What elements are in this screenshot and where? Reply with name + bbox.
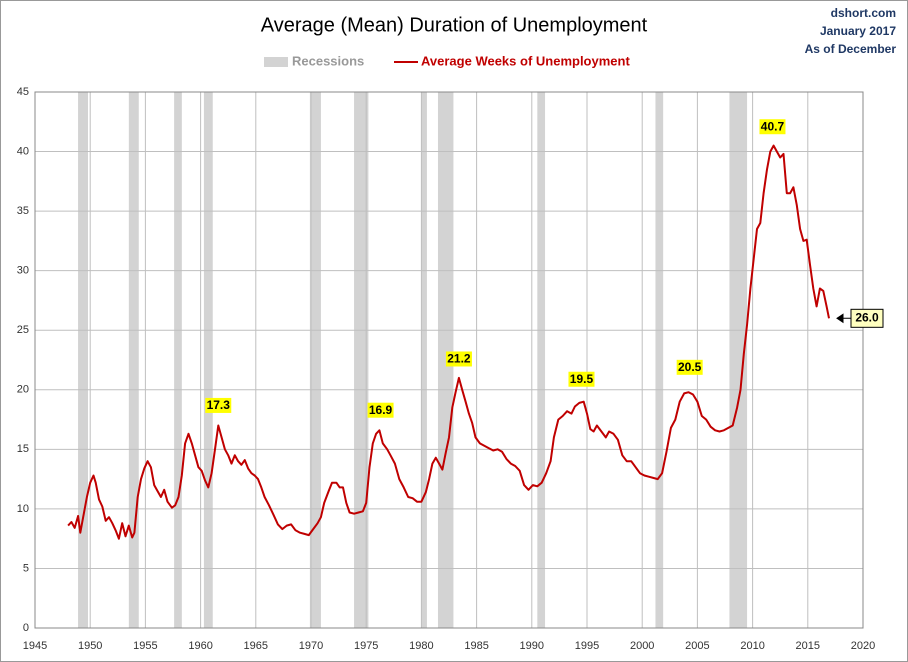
- annotation-label: 40.7: [761, 119, 785, 133]
- x-tick-label: 1945: [23, 640, 47, 652]
- recession-band: [354, 92, 369, 628]
- date: January 2017: [820, 24, 896, 38]
- recession-band: [537, 92, 546, 628]
- recession-band: [309, 92, 321, 628]
- annotation-box: [850, 308, 884, 328]
- y-tick-label: 25: [17, 324, 29, 336]
- recession-band: [203, 92, 213, 628]
- annotation-label: 17.3: [207, 398, 231, 412]
- note: As of December: [805, 42, 897, 56]
- annotation: 21.2: [445, 351, 472, 367]
- plot-border: [34, 91, 864, 629]
- recession-band: [78, 92, 88, 628]
- legend-label: Recessions: [292, 53, 364, 68]
- recession-band: [174, 92, 182, 628]
- source: dshort.com: [831, 6, 896, 20]
- legend: Recessions Average Weeks of Unemployment: [264, 53, 630, 68]
- annotation-box: [676, 359, 703, 375]
- x-tick-label: 1975: [354, 640, 378, 652]
- y-tick-label: 35: [17, 205, 29, 217]
- x-tick-label: 1995: [575, 640, 599, 652]
- chart-title: Average (Mean) Duration of Unemployment: [261, 14, 648, 36]
- annotation-box: [445, 351, 472, 367]
- x-tick-label: 2015: [796, 640, 820, 652]
- y-tick-label: 5: [23, 562, 29, 574]
- y-tick-label: 10: [17, 503, 29, 515]
- annotation: 16.9: [367, 402, 394, 418]
- y-tick-label: 15: [17, 443, 29, 455]
- y-tick-label: 20: [17, 384, 29, 396]
- annotation-label: 21.2: [447, 352, 471, 366]
- legend-swatch: [264, 57, 288, 67]
- annotation: 40.7: [759, 119, 786, 135]
- x-tick-label: 1985: [464, 640, 488, 652]
- annotation-label: 26.0: [855, 310, 879, 324]
- x-tick-label: 1950: [78, 640, 102, 652]
- annotation-box: [568, 371, 595, 387]
- x-tick-label: 2005: [685, 640, 709, 652]
- annotation-label: 20.5: [678, 360, 702, 374]
- annotation-box: [205, 397, 232, 413]
- annotation: 17.3: [205, 397, 232, 413]
- recession-band: [437, 92, 454, 628]
- annotation-box: [759, 119, 786, 135]
- annotation-arrow: [836, 313, 851, 324]
- y-tick-label: 0: [23, 622, 29, 634]
- x-tick-label: 2020: [851, 640, 875, 652]
- x-tick-label: 1955: [133, 640, 157, 652]
- x-tick-label: 1990: [520, 640, 544, 652]
- recession-band: [655, 92, 664, 628]
- recession-band: [729, 92, 748, 628]
- annotation-label: 16.9: [369, 403, 393, 417]
- recession-band: [421, 92, 427, 628]
- y-tick-label: 45: [17, 86, 29, 98]
- annotation: 19.5: [568, 371, 595, 387]
- y-tick-label: 30: [17, 265, 29, 277]
- annotation: 20.5: [676, 359, 703, 375]
- x-tick-label: 1960: [188, 640, 212, 652]
- x-tick-label: 2010: [740, 640, 764, 652]
- x-tick-label: 1970: [299, 640, 323, 652]
- legend-label: Average Weeks of Unemployment: [421, 53, 630, 68]
- x-tick-label: 2000: [630, 640, 654, 652]
- annotation: 26.0: [836, 308, 884, 328]
- annotation-box: [367, 402, 394, 418]
- y-tick-label: 40: [17, 145, 29, 157]
- x-tick-label: 1980: [409, 640, 433, 652]
- recession-band: [128, 92, 139, 628]
- data-line: [67, 144, 830, 540]
- annotation-label: 19.5: [570, 372, 594, 386]
- x-tick-label: 1965: [244, 640, 268, 652]
